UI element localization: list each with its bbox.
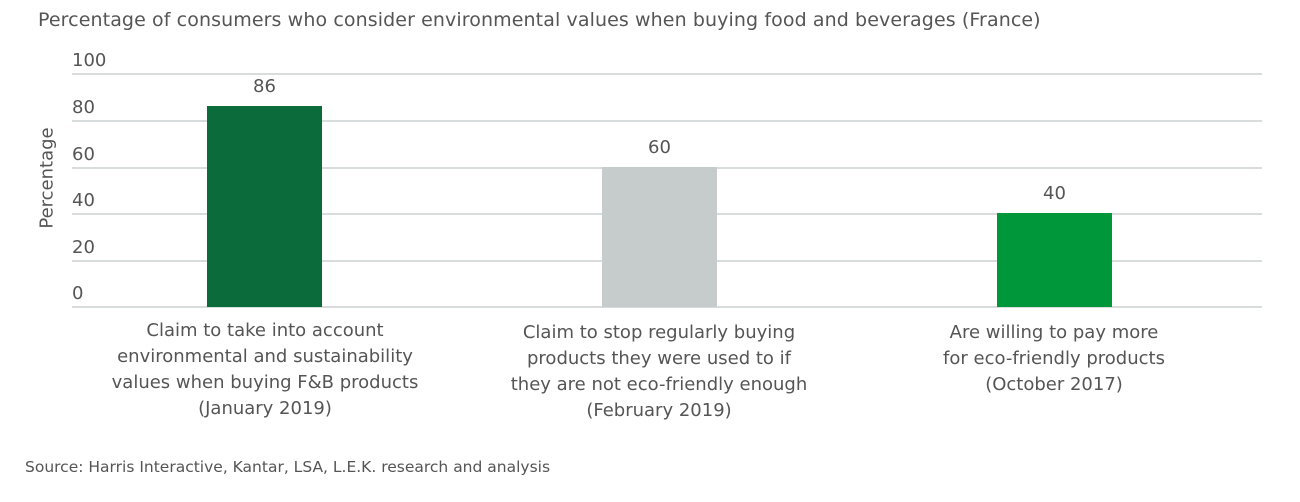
plot-area: 100 80 60 40 20 0 86 60 40 xyxy=(72,50,1262,308)
category-line: environmental and sustainability xyxy=(117,346,413,367)
category-line: for eco-friendly products xyxy=(943,348,1165,369)
y-tick-100: 100 xyxy=(72,50,107,71)
source-note: Source: Harris Interactive, Kantar, LSA,… xyxy=(25,458,551,476)
category-line: Claim to stop regularly buying xyxy=(522,322,796,343)
category-line: Are willing to pay more xyxy=(949,322,1159,343)
gridline-80 xyxy=(72,119,1262,122)
data-label-consider-values: 86 xyxy=(253,75,276,97)
category-line: (January 2019) xyxy=(198,398,332,419)
y-tick-40: 40 xyxy=(72,190,95,212)
category-line: (October 2017) xyxy=(985,374,1123,395)
y-tick-80: 80 xyxy=(72,96,95,118)
category-line: (February 2019) xyxy=(586,400,732,421)
bar-consider-values xyxy=(207,105,322,307)
bar-stop-buying xyxy=(602,166,717,307)
data-label-pay-more: 40 xyxy=(1043,183,1066,205)
x-category-stop-buying: Claim to stop regularly buying products … xyxy=(459,320,859,424)
y-tick-20: 20 xyxy=(72,237,95,259)
x-category-pay-more: Are willing to pay more for eco-friendly… xyxy=(854,320,1254,398)
gridline-0 xyxy=(72,306,1262,308)
x-category-consider-values: Claim to take into account environmental… xyxy=(65,318,465,422)
gridline-100 xyxy=(72,73,1262,75)
data-label-stop-buying: 60 xyxy=(648,136,671,158)
y-tick-0: 0 xyxy=(72,283,84,304)
category-line: they are not eco-friendly enough xyxy=(510,374,808,395)
category-line: values when buying F&B products xyxy=(111,372,419,393)
y-axis-label: Percentage xyxy=(36,127,58,229)
category-line: products they were used to if xyxy=(527,348,791,369)
y-tick-60: 60 xyxy=(72,143,95,165)
chart-title: Percentage of consumers who consider env… xyxy=(38,9,1041,31)
category-line: Claim to take into account xyxy=(146,320,384,341)
bar-pay-more xyxy=(997,213,1112,307)
